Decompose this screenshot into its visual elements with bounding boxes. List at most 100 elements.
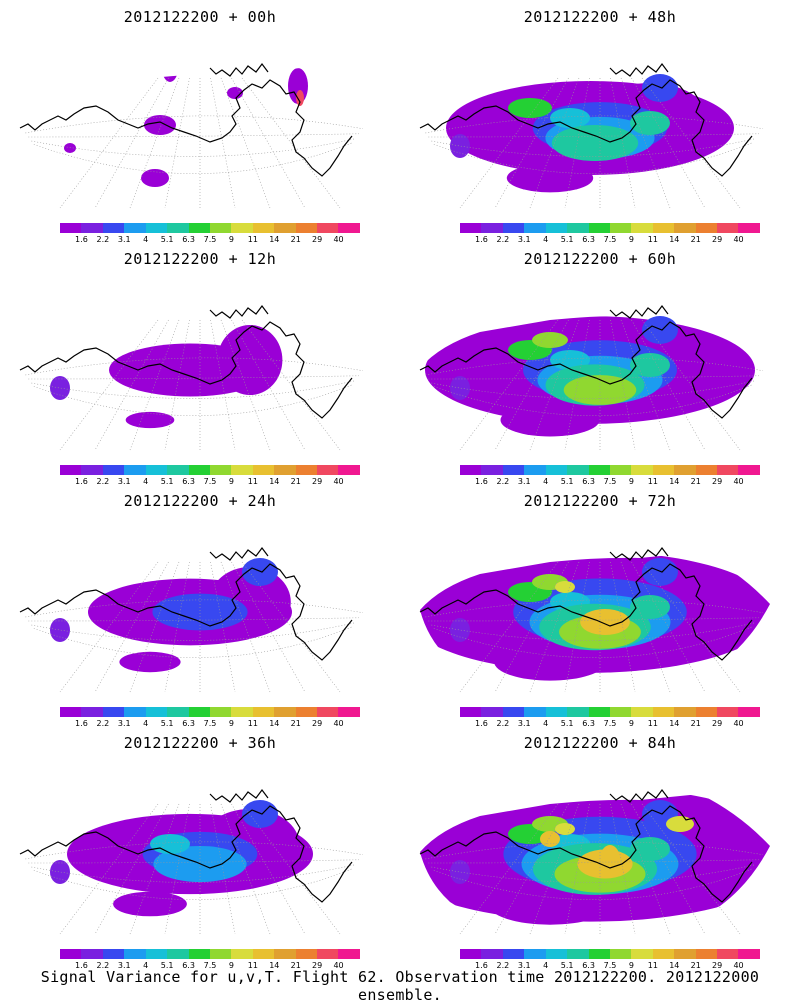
colorbar-swatch [588, 223, 610, 233]
colorbar [60, 465, 360, 475]
map-panel: 2012122200 + 48h 1.6 2.2 3.1 4 5.1 6.3 7.5 9 11 14… [400, 0, 800, 245]
colorbar-tick-label: 3.1 [117, 477, 131, 486]
longitude-line [564, 319, 590, 451]
coastline [19, 305, 353, 419]
colorbar-swatch [481, 707, 503, 717]
longitude-line [494, 77, 569, 209]
colorbar-swatch [167, 465, 189, 475]
colorbar-tick-label: 9 [228, 719, 234, 728]
colorbar-swatch [60, 707, 82, 717]
variance-contour [150, 834, 190, 854]
colorbar-swatch [252, 949, 275, 959]
longitude-line [164, 561, 190, 693]
colorbar-tick-label: 4 [543, 719, 549, 728]
colorbar-tick-label: 29 [712, 961, 723, 970]
longitude-line [129, 77, 180, 209]
panel-title: 2012122200 + 36h [123, 734, 277, 752]
coastline [419, 547, 753, 661]
colorbar-tick-label: 6.3 [182, 477, 195, 486]
variance-contour [550, 108, 590, 128]
colorbar-swatch [231, 465, 253, 475]
colorbar-tick-label: 1.6 [475, 961, 488, 970]
colorbar-tick-label: 3.1 [117, 719, 131, 728]
latitude-line [33, 384, 352, 416]
colorbar-swatch [274, 949, 296, 959]
longitude-line [59, 319, 159, 451]
colorbar-tick-label: 3.1 [517, 961, 531, 970]
longitude-line [631, 803, 706, 935]
colorbar-tick-label: 14 [669, 477, 680, 486]
colorbar-tick-label: 40 [333, 235, 344, 244]
colorbar-tick-label: 11 [247, 235, 258, 244]
variance-contour [540, 831, 560, 847]
colorbar-swatch [102, 707, 125, 717]
colorbar-swatch [231, 707, 253, 717]
longitude-line [529, 77, 580, 209]
colorbar-swatch [145, 465, 168, 475]
colorbar-swatch [124, 223, 146, 233]
colorbar-swatch [502, 223, 525, 233]
colorbar-tick-label: 14 [669, 719, 680, 728]
colorbar-swatch [338, 949, 360, 959]
longitude-line [59, 803, 159, 935]
colorbar [460, 949, 760, 959]
longitude-line [210, 319, 236, 451]
coastline [19, 789, 353, 903]
colorbar [60, 949, 360, 959]
colorbar-tick-label: 11 [247, 961, 258, 970]
variance-field [446, 74, 734, 193]
colorbar-tick-label: 7.5 [603, 235, 617, 244]
colorbar-tick-label: 29 [712, 235, 723, 244]
colorbar-swatch [652, 949, 675, 959]
colorbar-swatch [674, 949, 696, 959]
colorbar-swatch [524, 465, 546, 475]
colorbar-tick-label: 21 [290, 477, 301, 486]
longitude-line [231, 803, 306, 935]
variance-contour [217, 325, 283, 395]
map-panel: 2012122200 + 12h 1.6 2.2 3.1 4 5.1 6.3 7.5 9 11 14… [0, 242, 400, 487]
coastline [419, 789, 753, 903]
variance-field [420, 552, 770, 681]
longitude-line [220, 803, 271, 935]
longitude-line [231, 561, 306, 693]
colorbar-tick-label: 11 [647, 719, 658, 728]
latitude-line [433, 626, 752, 658]
colorbar-ticks: 1.6 2.2 3.1 4 5.1 6.3 7.5 9 11 14 21 29 40 [460, 961, 760, 971]
colorbar-tick-label: 3.1 [117, 235, 131, 244]
colorbar-swatch [81, 465, 103, 475]
colorbar-swatch [317, 949, 339, 959]
colorbar [460, 223, 760, 233]
colorbar-swatch [231, 949, 253, 959]
graticule [25, 77, 364, 209]
colorbar-tick-label: 2.2 [96, 719, 110, 728]
colorbar-swatch [81, 949, 103, 959]
variance-contour [64, 143, 76, 153]
longitude-line [210, 561, 236, 693]
longitude-line [94, 803, 169, 935]
colorbar-swatch [738, 223, 760, 233]
colorbar-swatch [145, 949, 168, 959]
colorbar-tick-label: 4 [543, 477, 549, 486]
variance-contour [141, 169, 169, 187]
colorbar-swatch [145, 707, 168, 717]
variance-contour [555, 823, 575, 835]
panel-title: 2012122200 + 24h [123, 492, 277, 510]
colorbar-swatch [124, 465, 146, 475]
colorbar-tick-label: 14 [669, 235, 680, 244]
variance-contour [450, 376, 470, 400]
variance-contour [666, 816, 694, 832]
colorbar-tick-label: 3.1 [517, 477, 531, 486]
longitude-line [241, 319, 341, 451]
colorbar-swatch [317, 465, 339, 475]
colorbar-swatch [588, 707, 610, 717]
longitude-line [164, 319, 190, 451]
colorbar-swatch [567, 949, 589, 959]
colorbar-swatch [209, 465, 232, 475]
colorbar-tick-label: 6.3 [582, 235, 595, 244]
colorbar-tick-label: 40 [333, 477, 344, 486]
longitude-line [494, 561, 569, 693]
colorbar-tick-label: 40 [333, 719, 344, 728]
colorbar-swatch [167, 223, 189, 233]
variance-contour [450, 860, 470, 884]
longitude-line [631, 561, 706, 693]
